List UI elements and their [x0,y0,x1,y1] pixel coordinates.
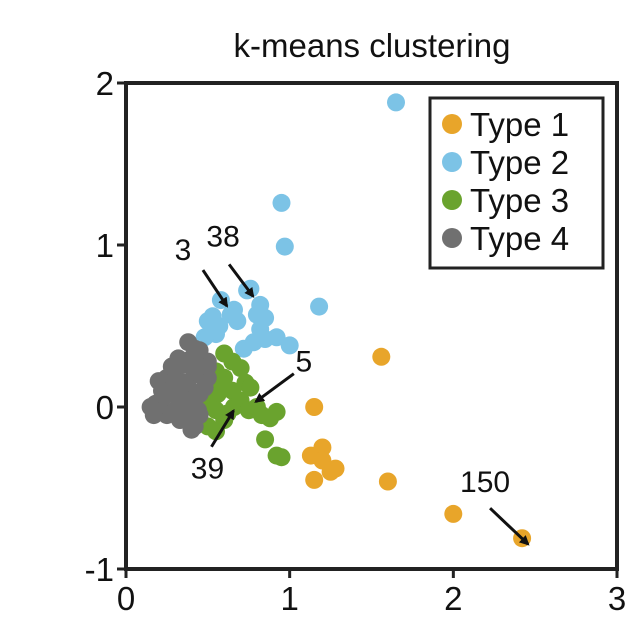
annotation-label: 39 [191,453,224,486]
y-tick-label: 1 [96,227,114,264]
data-point-type-4 [162,404,181,423]
legend-label: Type 3 [470,182,569,219]
data-point-type-2 [310,297,329,316]
data-point-type-2 [272,193,291,212]
data-point-type-2 [267,328,286,347]
annotation-arrow [210,409,235,448]
annotation-label: 5 [295,346,312,379]
x-tick-label: 3 [608,580,626,617]
y-tick-label: 2 [96,65,114,102]
data-point-type-1 [378,472,397,491]
data-point-type-1 [313,438,332,457]
legend-label: Type 4 [470,220,569,257]
data-point-type-2 [280,336,299,355]
legend-marker-type-1 [442,114,462,134]
data-point-type-1 [326,459,345,478]
annotation-label: 150 [460,466,510,499]
legend-marker-type-2 [442,152,462,172]
y-tick-label: 0 [96,389,114,426]
data-point-type-4 [144,406,163,425]
data-point-type-3 [267,446,286,465]
annotation-arrow [201,269,229,308]
annotation-arrow [227,263,255,298]
plot-frame [124,81,619,571]
legend-label: Type 2 [470,144,569,181]
legend-marker-type-3 [442,190,462,210]
x-axis: 0 1 2 3 [117,569,626,617]
data-point-type-3 [267,402,286,421]
data-point-type-3 [241,378,260,397]
data-points [141,93,532,548]
legend-marker-type-4 [442,228,462,248]
data-point-type-3 [231,359,250,378]
data-point-type-1 [305,398,324,416]
data-point-type-1 [372,347,391,366]
data-point-type-1 [444,504,463,523]
data-point-type-2 [275,237,294,256]
x-tick-label: 2 [444,580,462,617]
data-point-type-3 [256,430,275,449]
data-point-type-1 [305,470,324,489]
data-point-type-4 [182,420,201,439]
data-point-type-2 [387,93,405,112]
data-point-type-4 [198,357,217,376]
data-point-type-4 [166,372,185,391]
data-point-type-4 [162,357,181,376]
annotations: 3 38 5 39 150 [175,220,530,546]
annotation-label: 38 [206,220,239,253]
data-point-type-2 [225,300,243,319]
annotation-arrow [489,507,530,546]
chart-title: k-means clustering [234,27,511,64]
y-tick-label: -1 [85,551,114,588]
annotation-arrow [254,372,295,403]
x-tick-label: 0 [117,580,135,617]
legend-label: Type 1 [470,106,569,143]
x-tick-label: 1 [280,580,298,617]
annotation-label: 3 [175,234,192,267]
y-axis: -1 0 1 2 [85,65,126,588]
data-point-type-4 [153,381,171,400]
